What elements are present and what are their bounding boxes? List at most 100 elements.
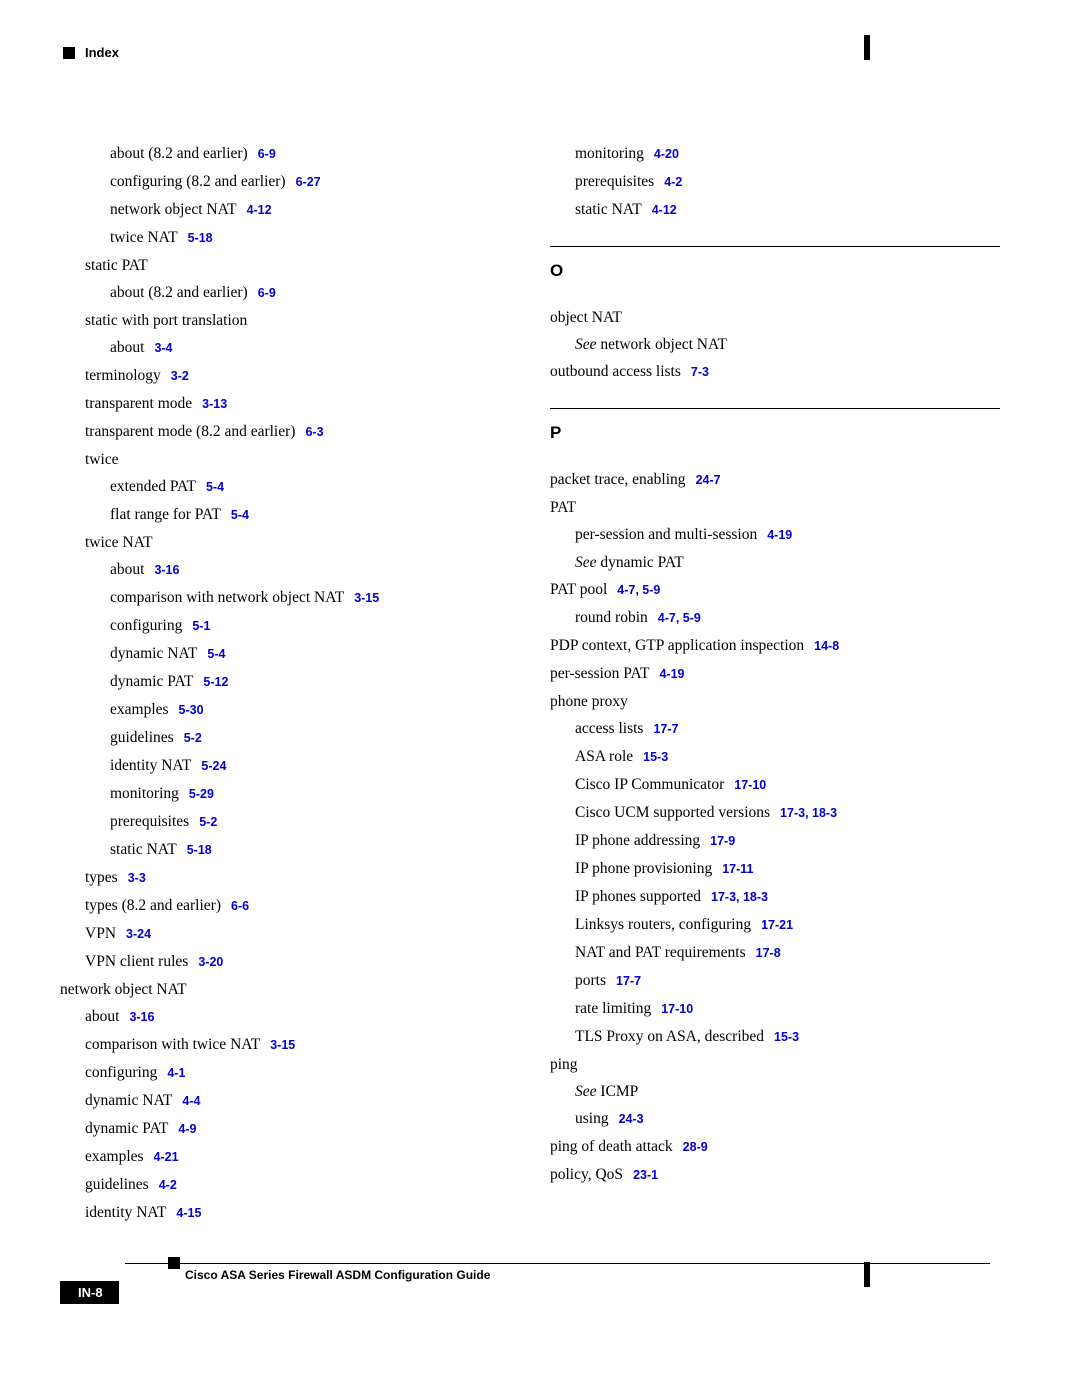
page-ref-link[interactable]: 5-24: [201, 759, 226, 773]
entry-text: dynamic PAT: [85, 1120, 168, 1137]
entry-text: PAT pool: [550, 581, 607, 598]
index-entry: per-session PAT4-19: [550, 660, 1000, 688]
page-ref-link[interactable]: 3-16: [129, 1010, 154, 1024]
page-ref-link[interactable]: 6-3: [305, 425, 323, 439]
page-ref-link[interactable]: 6-6: [231, 899, 249, 913]
index-entry: See network object NAT: [550, 331, 1000, 358]
entry-text: object NAT: [550, 309, 622, 326]
page-ref-link[interactable]: 17-10: [734, 778, 766, 792]
page-ref-link[interactable]: 28-9: [683, 1140, 708, 1154]
page-ref-link[interactable]: 17-21: [761, 918, 793, 932]
page-ref-link[interactable]: 5-2: [199, 815, 217, 829]
page-ref-link[interactable]: 15-3: [774, 1030, 799, 1044]
index-entry: packet trace, enabling24-7: [550, 466, 1000, 494]
index-entry: prerequisites4-2: [550, 168, 1000, 196]
page-ref-link[interactable]: 23-1: [633, 1168, 658, 1182]
entry-text: round robin: [575, 609, 648, 626]
page-ref-link[interactable]: 4-20: [654, 147, 679, 161]
page-ref-link[interactable]: 4-15: [176, 1206, 201, 1220]
section-divider: [550, 246, 1000, 247]
index-entry: IP phone addressing17-9: [550, 827, 1000, 855]
index-entry: dynamic PAT5-12: [60, 668, 510, 696]
index-entry: examples 5-30: [60, 696, 510, 724]
index-entry: per-session and multi-session4-19: [550, 521, 1000, 549]
header-label: Index: [85, 45, 119, 60]
entry-text: outbound access lists: [550, 363, 681, 380]
index-entry: ASA role15-3: [550, 743, 1000, 771]
index-entry: monitoring5-29: [60, 780, 510, 808]
entry-text: examples: [110, 701, 169, 718]
page-ref-link[interactable]: 6-27: [296, 175, 321, 189]
page-ref-link[interactable]: 24-3: [619, 1112, 644, 1126]
index-entry: configuring5-1: [60, 612, 510, 640]
page-ref-link[interactable]: 3-20: [198, 955, 223, 969]
page-ref-link[interactable]: 17-7: [616, 974, 641, 988]
entry-text: dynamic NAT: [85, 1092, 172, 1109]
page-ref-link[interactable]: 4-19: [767, 528, 792, 542]
page-ref-link[interactable]: 14-8: [814, 639, 839, 653]
page-ref-link[interactable]: 5-18: [188, 231, 213, 245]
page-ref-link[interactable]: 5-12: [203, 675, 228, 689]
page-ref-link[interactable]: 3-24: [126, 927, 151, 941]
page-ref-link[interactable]: 4-1: [167, 1066, 185, 1080]
page-ref-link[interactable]: 3-13: [202, 397, 227, 411]
page-ref-link[interactable]: 6-9: [258, 147, 276, 161]
index-entry: phone proxy: [550, 688, 1000, 715]
page-ref-link[interactable]: 4-7, 5-9: [617, 583, 660, 597]
page-ref-link[interactable]: 5-2: [184, 731, 202, 745]
page-ref-link[interactable]: 17-11: [722, 862, 753, 876]
page-ref-link[interactable]: 7-3: [691, 365, 709, 379]
entry-text: PAT: [550, 499, 576, 516]
index-entry: ping: [550, 1051, 1000, 1078]
page-ref-link[interactable]: 4-12: [247, 203, 272, 217]
entry-text: PDP context, GTP application inspection: [550, 637, 804, 654]
index-entry: static NAT5-18: [60, 836, 510, 864]
entry-text: TLS Proxy on ASA, described: [575, 1028, 764, 1045]
page-ref-link[interactable]: 5-1: [192, 619, 210, 633]
index-entry: about3-4: [60, 334, 510, 362]
page-ref-link[interactable]: 5-4: [231, 508, 249, 522]
page-ref-link[interactable]: 4-2: [664, 175, 682, 189]
entry-text: IP phones supported: [575, 888, 701, 905]
page-ref-link[interactable]: 4-2: [159, 1178, 177, 1192]
page-ref-link[interactable]: 5-4: [207, 647, 225, 661]
page-ref-link[interactable]: 5-4: [206, 480, 224, 494]
page-ref-link[interactable]: 4-19: [659, 667, 684, 681]
page-ref-link[interactable]: 17-8: [756, 946, 781, 960]
footer-rule: [125, 1263, 990, 1264]
page-ref-link[interactable]: 4-12: [652, 203, 677, 217]
index-entry: VPN3-24: [60, 920, 510, 948]
page-ref-link[interactable]: 17-10: [661, 1002, 693, 1016]
index-entry: identity NAT4-15: [60, 1199, 510, 1227]
page-ref-link[interactable]: 6-9: [258, 286, 276, 300]
page-ref-link[interactable]: 15-3: [643, 750, 668, 764]
page-ref-link[interactable]: 17-3, 18-3: [711, 890, 768, 904]
page-ref-link[interactable]: 5-30: [179, 703, 204, 717]
page-ref-link[interactable]: 17-9: [710, 834, 735, 848]
page-ref-link[interactable]: 4-4: [182, 1094, 200, 1108]
index-entry: VPN client rules3-20: [60, 948, 510, 976]
index-entry: configuring4-1: [60, 1059, 510, 1087]
page-ref-link[interactable]: 3-2: [171, 369, 189, 383]
page-ref-link[interactable]: 3-15: [270, 1038, 295, 1052]
page-ref-link[interactable]: 5-29: [189, 787, 214, 801]
page-ref-link[interactable]: 17-7: [653, 722, 678, 736]
see-label: See: [575, 1083, 597, 1100]
page-ref-link[interactable]: 17-3, 18-3: [780, 806, 837, 820]
page-ref-link[interactable]: 24-7: [696, 473, 721, 487]
page-ref-link[interactable]: 3-3: [128, 871, 146, 885]
index-entry: twice NAT5-18: [60, 224, 510, 252]
page-ref-link[interactable]: 4-9: [178, 1122, 196, 1136]
page-ref-link[interactable]: 5-18: [187, 843, 212, 857]
page-ref-link[interactable]: 3-4: [154, 341, 172, 355]
index-entry: transparent mode3-13: [60, 390, 510, 418]
entry-text: Cisco UCM supported versions: [575, 804, 770, 821]
page-ref-link[interactable]: 3-16: [154, 563, 179, 577]
page-ref-link[interactable]: 4-7, 5-9: [658, 611, 701, 625]
index-entry: rate limiting 17-10: [550, 995, 1000, 1023]
entry-text: policy, QoS: [550, 1166, 623, 1183]
entry-text: rate limiting: [575, 1000, 651, 1017]
index-entry: comparison with network object NAT3-15: [60, 584, 510, 612]
page-ref-link[interactable]: 4-21: [154, 1150, 179, 1164]
page-ref-link[interactable]: 3-15: [354, 591, 379, 605]
